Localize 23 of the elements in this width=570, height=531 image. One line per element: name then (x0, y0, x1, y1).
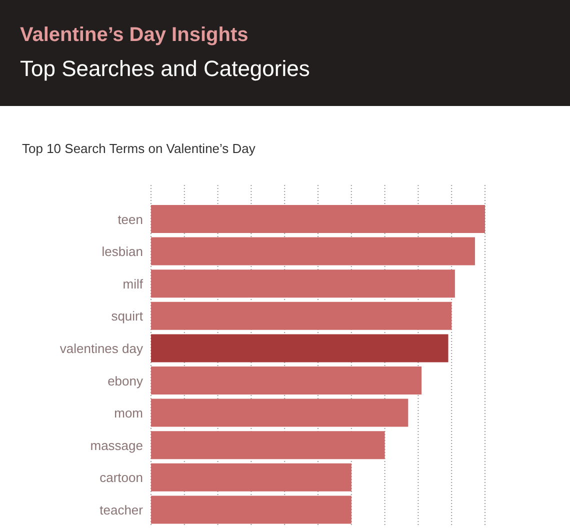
text: Top 10 Search Terms on Valentine’s Day (22, 141, 256, 156)
y-tick-label: ebony (108, 373, 144, 388)
y-tick-label: lesbian (102, 244, 143, 260)
bar (151, 237, 475, 266)
y-tick-label: massage (90, 438, 143, 453)
y-tick-label: mom (114, 406, 143, 421)
bar (151, 270, 455, 298)
y-tick-label: milf (122, 276, 144, 292)
bar (151, 366, 422, 394)
chart-subtitle: Top Searches and Categories (20, 56, 310, 82)
bar (151, 431, 385, 460)
y-tick-label: teacher (100, 502, 144, 518)
bar (151, 496, 352, 524)
bar (151, 463, 352, 492)
y-tick-label: valentines day (60, 340, 144, 356)
chart-title: Valentine’s Day Insights (20, 24, 248, 47)
y-tick-label: squirt (111, 308, 144, 324)
y-tick-label: teen (118, 212, 143, 227)
bar (151, 302, 452, 330)
y-tick-label: cartoon (100, 470, 143, 486)
bar (151, 334, 448, 362)
bar (151, 398, 408, 427)
bar (151, 205, 485, 233)
